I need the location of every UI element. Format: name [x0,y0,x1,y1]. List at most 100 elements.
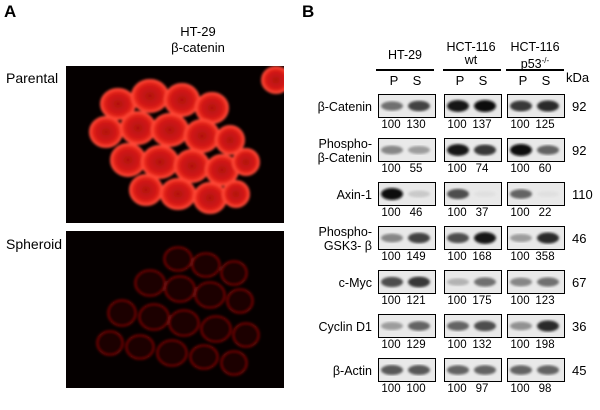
molecular-weight: 67 [572,275,587,290]
blot-panel [444,270,502,294]
blot-panel [507,226,565,250]
blot-band [447,188,469,200]
blot-band [510,321,532,331]
blot-band [510,277,532,287]
band-quantification: 137 [472,119,492,131]
band-quantification: 100 [510,295,530,307]
lane-s-hct116-p53: S [541,73,551,88]
blot-band [381,233,403,243]
blot-band [447,144,469,156]
blot-band [408,100,430,112]
protein-label: Phospho-β-Catenin [276,137,372,165]
band-quantification: 121 [406,295,426,307]
blot-band [447,321,469,331]
header-ht29-name: HT-29 [387,48,423,62]
protein-label: β-Catenin [276,100,372,114]
header-hct116-p53-genotype: p53-/- [502,54,568,71]
panel-a-cell-line: HT-29 [180,24,216,39]
band-quantification: 100 [447,383,467,395]
band-quantification: 100 [381,295,401,307]
panel-b-letter: B [302,2,315,21]
protein-label-line1: β-Catenin [317,100,372,114]
band-quantification: 100 [381,383,401,395]
blot-band [447,365,469,375]
lane-s-ht29: S [412,73,422,88]
protein-label-line1: Phospho- [318,137,372,151]
blot-band [408,365,430,375]
protein-label: Cyclin D1 [276,320,373,334]
band-quantification: 100 [447,251,467,263]
blot-panel [444,358,502,382]
band-quantification: 100 [510,251,530,263]
blot-band [537,320,559,332]
header-ht29-rule [376,69,434,71]
band-quantification: 100 [447,119,467,131]
blot-band [381,276,403,288]
band-quantification: 132 [472,339,492,351]
band-quantification: 168 [472,251,492,263]
blot-band [408,190,430,198]
blot-band [537,365,559,375]
header-hct116-wt-name: HCT-116 [446,40,496,54]
band-quantification: 100 [510,163,530,175]
header-ht29: HT-29 [374,49,436,62]
header-hct116-p53-rule [506,69,564,71]
blot-panel [507,94,565,118]
band-quantification: 100 [406,383,426,395]
protein-label-line2: β-Catenin [317,151,372,165]
blot-band [381,321,403,331]
blot-band [537,100,559,112]
protein-label: c-Myc [276,276,372,290]
band-quantification: 46 [409,207,423,219]
kda-unit-label: kDa [566,70,590,85]
blot-panel [444,314,502,338]
molecular-weight: 110 [572,187,593,202]
band-quantification: 100 [447,295,467,307]
band-quantification: 149 [406,251,426,263]
blot-band [474,277,496,287]
blot-panel [378,358,436,382]
band-quantification: 125 [535,119,555,131]
header-hct116-p53-name: HCT-116 [510,40,560,54]
band-quantification: 100 [510,119,530,131]
genotype-superscript: -/- [541,56,550,65]
band-quantification: 98 [538,383,552,395]
genotype-p53: p53 [520,57,542,71]
blot-band [510,144,532,156]
panel-a-stain: β-catenin [171,40,225,55]
blot-band [474,144,496,156]
band-quantification: 358 [535,251,555,263]
molecular-weight: 46 [572,231,587,246]
lane-p-ht29: P [389,73,399,88]
blot-band [510,189,532,199]
blot-band [510,365,532,375]
molecular-weight: 92 [572,143,587,158]
protein-label-line1: Phospho- [318,225,372,239]
band-quantification: 22 [538,207,552,219]
band-quantification: 100 [447,207,467,219]
blot-band [474,190,496,198]
blot-panel [378,270,436,294]
header-hct116-wt-rule [443,69,501,71]
protein-label-line1: c-Myc [338,276,372,290]
blot-band [447,100,469,112]
band-quantification: 100 [510,383,530,395]
band-quantification: 100 [447,339,467,351]
band-quantification: 100 [381,163,401,175]
blot-panel [444,182,502,206]
blot-band [408,145,430,155]
blot-panel [378,314,436,338]
band-quantification: 129 [406,339,426,351]
band-quantification: 100 [381,251,401,263]
panel-a-letter: A [4,2,17,21]
blot-band [537,277,559,287]
blot-band [474,232,496,244]
band-quantification: 97 [475,383,489,395]
band-quantification: 198 [535,339,555,351]
protein-label: Phospho- GSK3- β [276,225,372,253]
blot-band [537,190,559,198]
molecular-weight: 45 [572,363,587,378]
micrograph-spheroid [66,231,284,388]
blot-band [381,101,403,111]
protein-label-line2: GSK3- β [323,239,372,253]
